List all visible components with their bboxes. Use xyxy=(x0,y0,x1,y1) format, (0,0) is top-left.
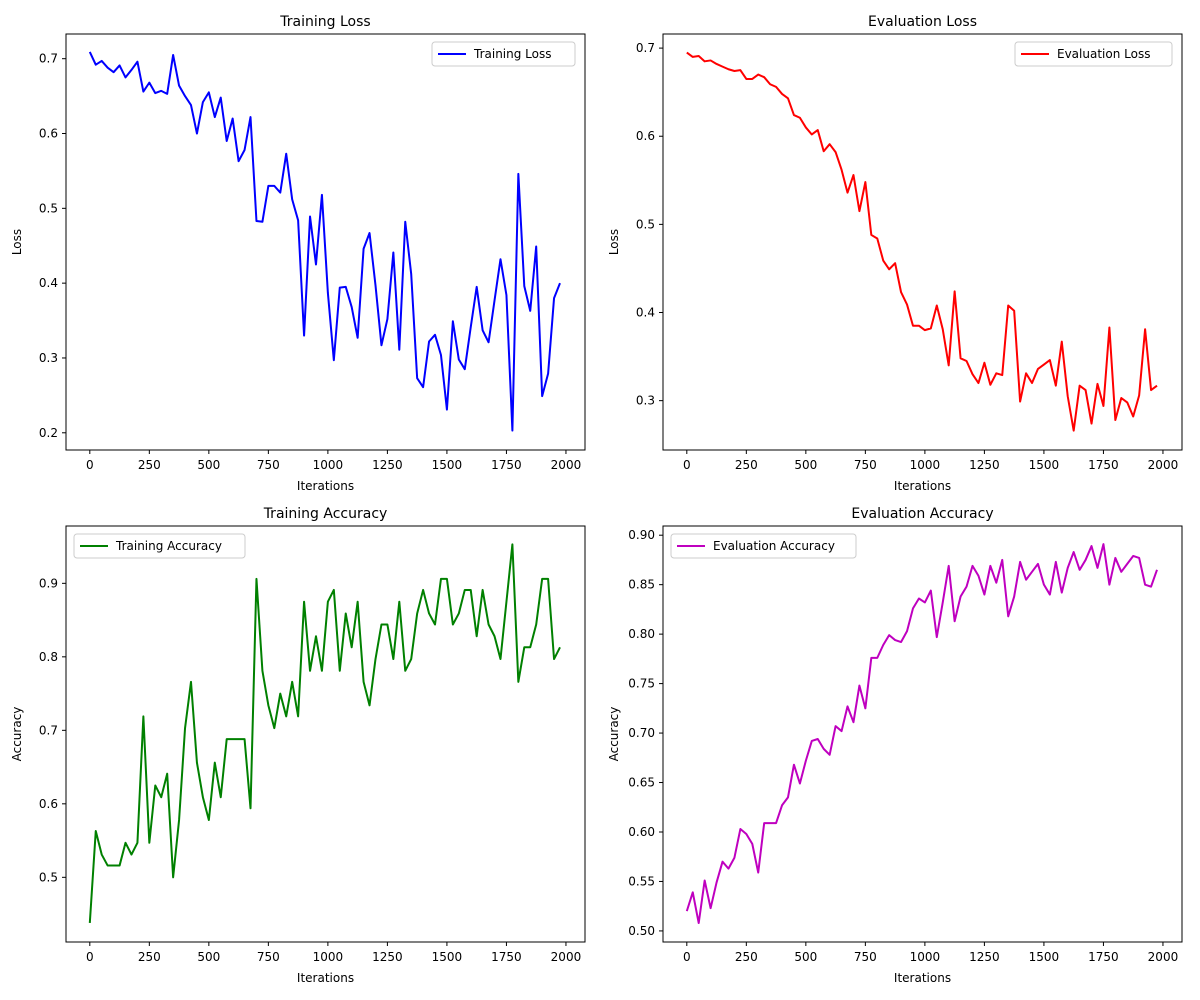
legend: Evaluation Accuracy xyxy=(670,533,857,559)
y-tick-label: 0.3 xyxy=(39,351,58,365)
chart-title: Evaluation Accuracy xyxy=(851,506,993,522)
legend: Evaluation Loss xyxy=(1014,41,1173,67)
y-tick-label: 0.7 xyxy=(39,52,58,66)
x-tick-label: 250 xyxy=(735,458,758,472)
y-tick-label: 0.7 xyxy=(39,723,58,737)
series-line xyxy=(88,543,561,923)
plot-frame xyxy=(662,33,1183,451)
legend-frame xyxy=(670,533,857,559)
x-tick-label: 0 xyxy=(683,458,691,472)
series-line xyxy=(88,51,561,432)
legend-label: Evaluation Accuracy xyxy=(713,539,835,553)
x-tick-label: 1000 xyxy=(313,458,344,472)
y-tick-label: 0.6 xyxy=(39,797,58,811)
x-tick-label: 500 xyxy=(794,458,817,472)
x-tick-label: 1750 xyxy=(491,950,522,964)
y-tick-label: 0.90 xyxy=(628,528,655,542)
x-tick-label: 0 xyxy=(86,950,94,964)
x-tick-label: 2000 xyxy=(551,458,582,472)
x-tick-label: 1750 xyxy=(1088,950,1119,964)
x-tick-label: 1000 xyxy=(313,950,344,964)
chart-title: Training Loss xyxy=(279,14,370,30)
y-axis-label: Loss xyxy=(10,229,24,255)
x-tick-label: 1500 xyxy=(432,950,463,964)
legend-frame xyxy=(1014,41,1173,67)
y-axis-label: Accuracy xyxy=(607,707,621,762)
legend-label: Training Loss xyxy=(473,47,551,61)
x-tick-label: 750 xyxy=(854,950,877,964)
x-tick-label: 250 xyxy=(138,950,161,964)
x-tick-label: 1250 xyxy=(969,950,1000,964)
x-tick-label: 250 xyxy=(735,950,758,964)
legend-frame xyxy=(73,533,246,559)
legend-label: Evaluation Loss xyxy=(1057,47,1150,61)
y-tick-label: 0.70 xyxy=(628,726,655,740)
y-tick-label: 0.8 xyxy=(39,650,58,664)
y-tick-label: 0.6 xyxy=(636,129,655,143)
chart-title: Evaluation Loss xyxy=(868,14,977,30)
x-axis-label: Iterations xyxy=(297,971,354,985)
series-line xyxy=(686,51,1158,432)
series-line xyxy=(685,543,1158,925)
y-tick-label: 0.4 xyxy=(39,276,58,290)
x-tick-label: 1500 xyxy=(1029,950,1060,964)
plot-frame xyxy=(662,525,1183,943)
x-tick-label: 1000 xyxy=(910,950,941,964)
y-tick-label: 0.5 xyxy=(39,201,58,215)
y-axis-label: Accuracy xyxy=(10,707,24,762)
x-tick-label: 1000 xyxy=(910,458,941,472)
x-axis-label: Iterations xyxy=(297,479,354,493)
y-tick-label: 0.85 xyxy=(628,578,655,592)
y-tick-label: 0.6 xyxy=(39,127,58,141)
legend: Training Loss xyxy=(431,41,576,67)
chart-panel-1: Training Loss 0 250 500 750 1000 1250 1500 1750 2… xyxy=(10,14,586,493)
y-tick-label: 0.55 xyxy=(628,874,655,888)
x-tick-label: 1250 xyxy=(372,950,403,964)
x-tick-label: 500 xyxy=(794,950,817,964)
chart-title: Training Accuracy xyxy=(263,506,388,522)
x-tick-label: 1500 xyxy=(432,458,463,472)
x-tick-label: 0 xyxy=(86,458,94,472)
x-tick-label: 250 xyxy=(138,458,161,472)
y-tick-label: 0.50 xyxy=(628,924,655,938)
x-tick-label: 500 xyxy=(197,950,220,964)
x-tick-label: 1250 xyxy=(372,458,403,472)
x-tick-label: 750 xyxy=(854,458,877,472)
x-tick-label: 2000 xyxy=(1148,950,1179,964)
y-tick-label: 0.80 xyxy=(628,627,655,641)
chart-panel-3: Training Accuracy 0 250 500 750 1000 1250 1500 1… xyxy=(10,506,586,985)
x-tick-label: 1250 xyxy=(969,458,1000,472)
y-tick-label: 0.5 xyxy=(636,217,655,231)
legend-label: Training Accuracy xyxy=(115,539,222,553)
legend: Training Accuracy xyxy=(73,533,246,559)
x-tick-label: 1750 xyxy=(1088,458,1119,472)
legend-frame xyxy=(431,41,576,67)
y-tick-label: 0.7 xyxy=(636,41,655,55)
x-tick-label: 1500 xyxy=(1029,458,1060,472)
y-tick-label: 0.4 xyxy=(636,306,655,320)
y-tick-label: 0.9 xyxy=(39,576,58,590)
y-tick-label: 0.3 xyxy=(636,394,655,408)
y-tick-label: 0.65 xyxy=(628,776,655,790)
y-tick-label: 0.2 xyxy=(39,426,58,440)
x-tick-label: 500 xyxy=(197,458,220,472)
chart-panel-4: Evaluation Accuracy 0 250 500 750 1000 1250 150… xyxy=(607,506,1183,985)
y-tick-label: 0.5 xyxy=(39,870,58,884)
plot-frame xyxy=(65,33,586,451)
x-tick-label: 2000 xyxy=(551,950,582,964)
x-tick-label: 2000 xyxy=(1148,458,1179,472)
x-tick-label: 750 xyxy=(257,458,280,472)
x-tick-label: 750 xyxy=(257,950,280,964)
y-tick-label: 0.75 xyxy=(628,677,655,691)
x-axis-label: Iterations xyxy=(894,479,951,493)
x-axis-label: Iterations xyxy=(894,971,951,985)
chart-panel-2: Evaluation Loss 0 250 500 750 1000 1250 1500 175… xyxy=(607,14,1183,493)
x-tick-label: 0 xyxy=(683,950,691,964)
y-axis-label: Loss xyxy=(607,229,621,255)
plot-frame xyxy=(65,525,586,943)
y-tick-label: 0.60 xyxy=(628,825,655,839)
x-tick-label: 1750 xyxy=(491,458,522,472)
